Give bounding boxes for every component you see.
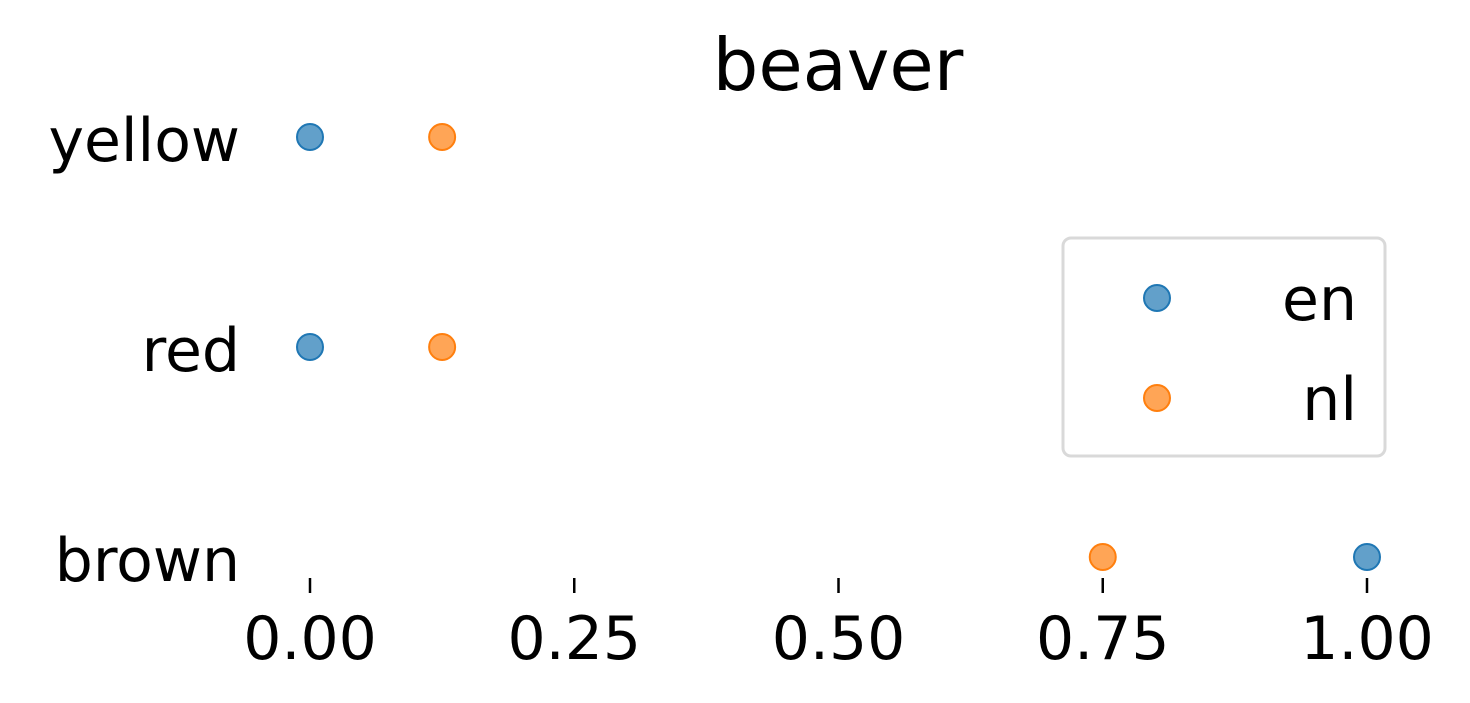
- point-en-brown: [1353, 543, 1381, 571]
- point-nl-yellow: [428, 123, 457, 151]
- legend-label-en: en: [1282, 265, 1357, 335]
- y-tick-label-yellow: yellow: [48, 106, 240, 176]
- legend-marker-nl: [1143, 384, 1171, 412]
- x-tick-label: 0.75: [1036, 604, 1170, 674]
- y-tick-label-brown: brown: [55, 526, 240, 596]
- x-tick-label: 1.00: [1300, 604, 1434, 674]
- legend-label-nl: nl: [1302, 365, 1357, 435]
- x-axis: 0.00 0.25 0.50 0.75 1.00: [243, 578, 1434, 674]
- data-points: [296, 123, 1381, 571]
- chart-title: beaver: [713, 23, 964, 107]
- y-axis-labels: brown red yellow: [48, 106, 240, 596]
- point-nl-red: [428, 333, 457, 361]
- point-nl-brown: [1088, 543, 1117, 571]
- y-tick-label-red: red: [142, 316, 240, 386]
- point-en-red: [296, 333, 324, 361]
- legend: en nl: [1061, 236, 1387, 458]
- x-tick-label: 0.25: [507, 604, 641, 674]
- x-tick-label: 0.00: [243, 604, 377, 674]
- legend-marker-en: [1143, 284, 1171, 312]
- point-en-yellow: [296, 123, 324, 151]
- x-tick-label: 0.50: [772, 604, 906, 674]
